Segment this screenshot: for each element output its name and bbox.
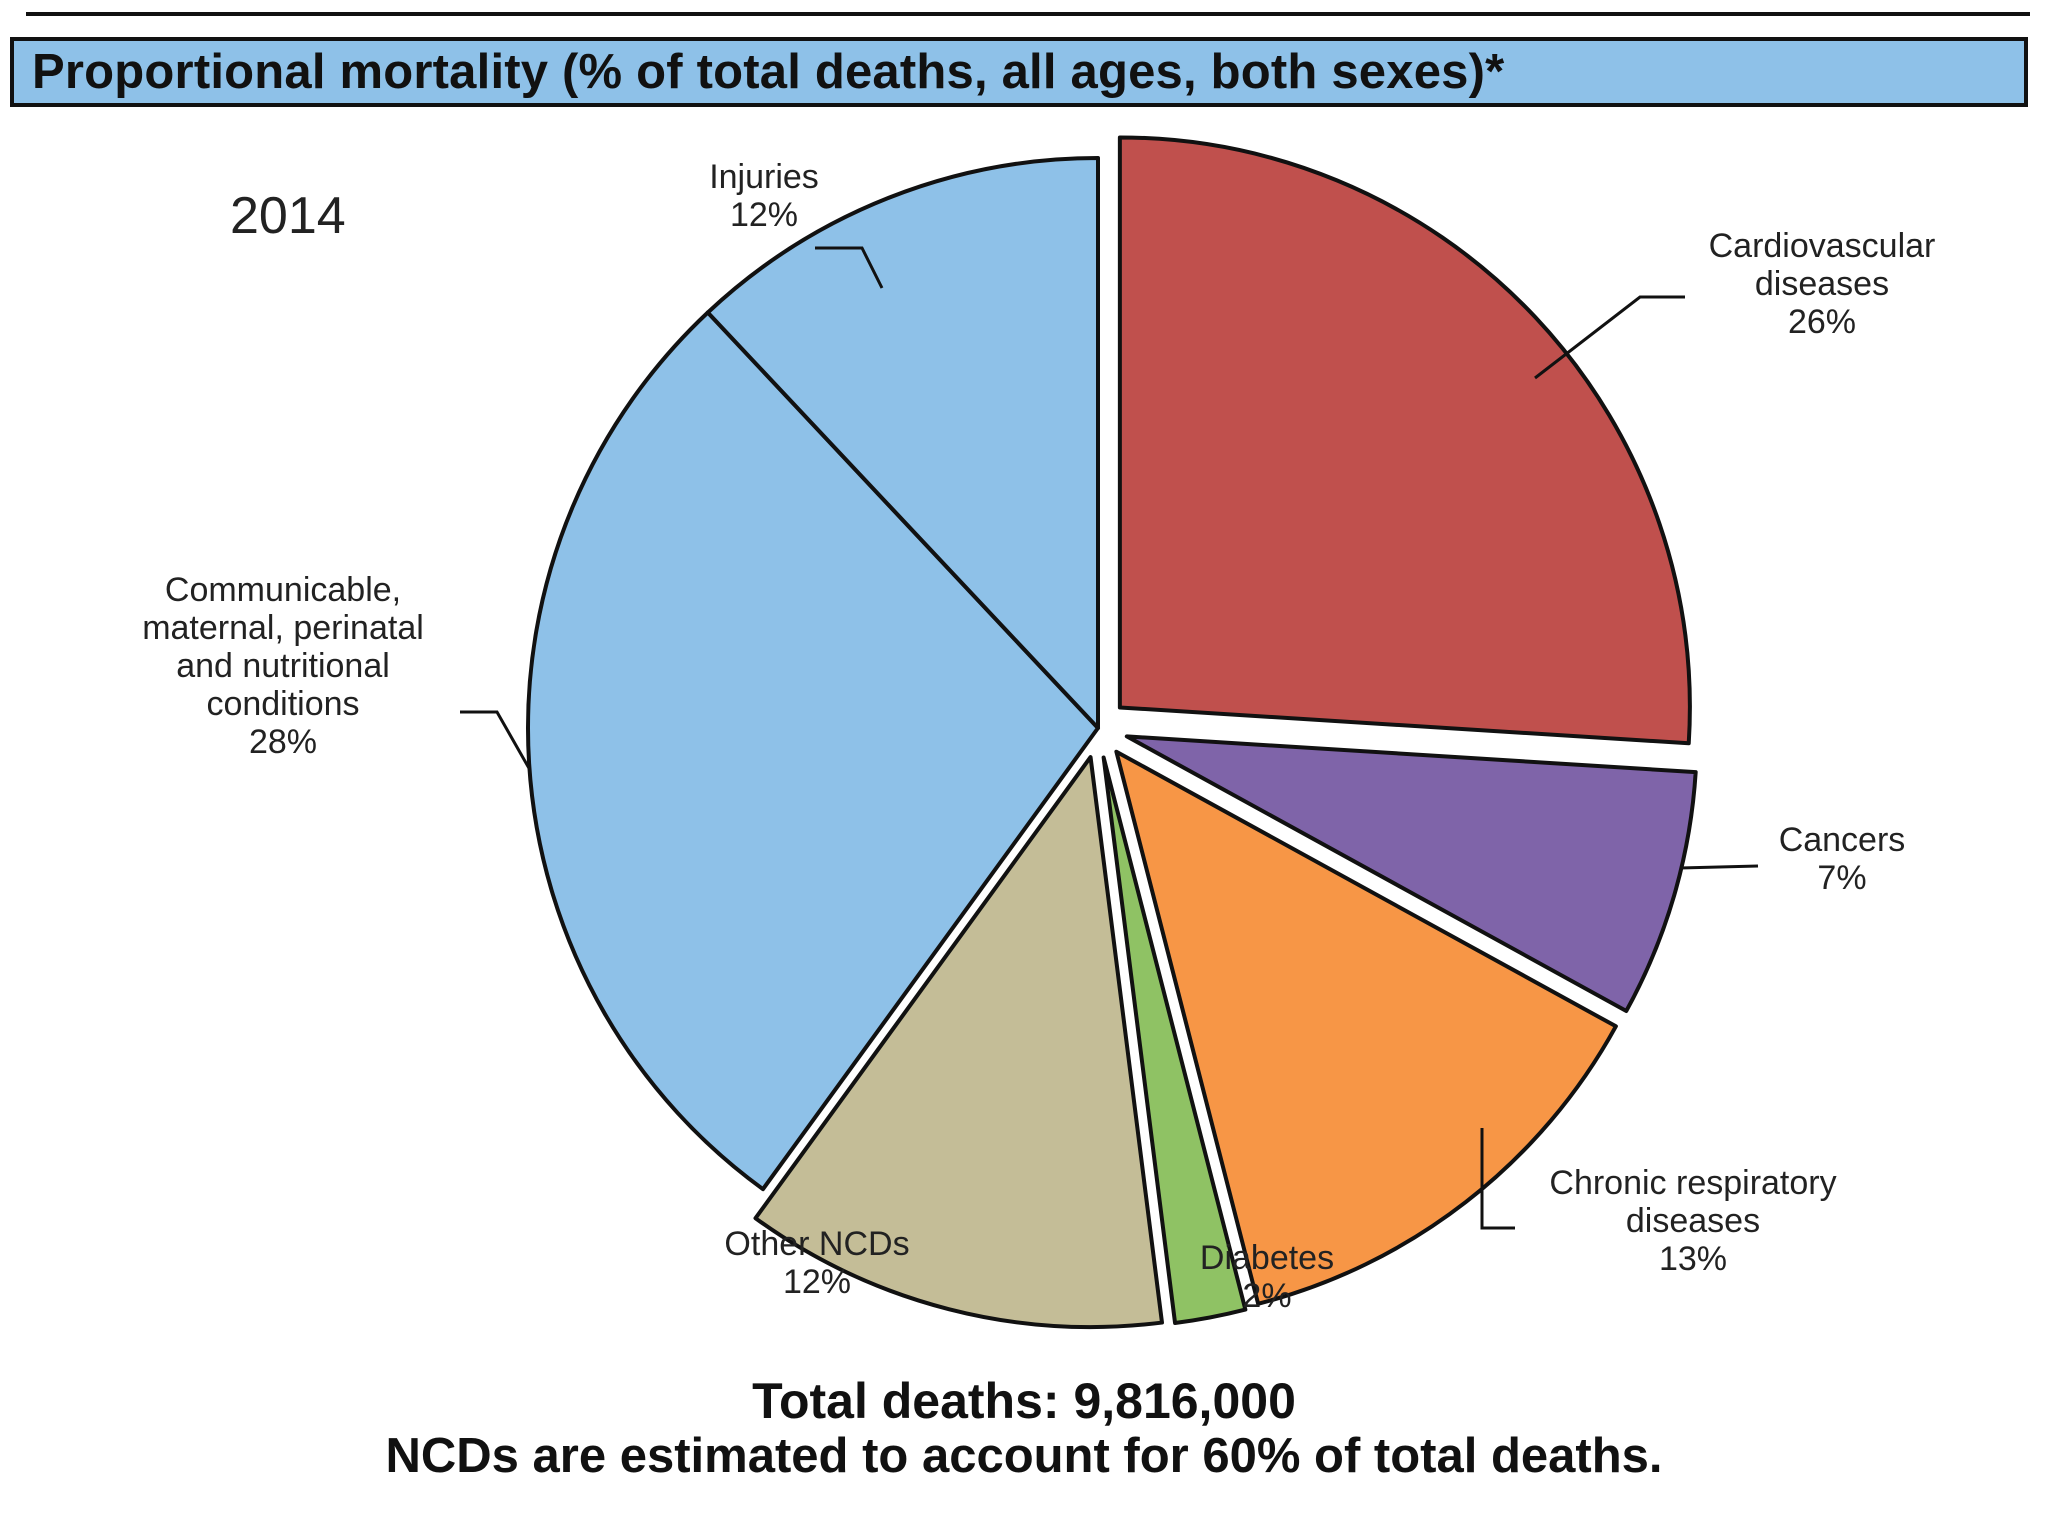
leader-line-injuries [815, 246, 884, 289]
slice-label-cardiovascular: Cardiovascular diseases 26% [1709, 227, 1936, 341]
slice-label-cancers: Cancers 7% [1779, 821, 1906, 897]
total-deaths-text: Total deaths: 9,816,000 [752, 1373, 1296, 1429]
leader-line-chronic-respiratory [1480, 1128, 1515, 1230]
chart-title-bar: Proportional mortality (% of total death… [10, 37, 2028, 107]
slice-label-line: 28% [249, 723, 317, 761]
pie-slice-diabetes [1101, 755, 1248, 1325]
leader-line-cancers [1679, 864, 1759, 870]
slice-label-line: 26% [1788, 303, 1856, 341]
pie-slice-cardiovascular [1117, 135, 1692, 746]
year-label: 2014 [230, 187, 346, 245]
slice-label-line: and nutritional [176, 647, 390, 685]
slice-label-chronic-respiratory: Chronic respiratory diseases 13% [1549, 1164, 1836, 1278]
slice-label-diabetes: Diabetes 2% [1200, 1239, 1334, 1315]
pie-slice-cancers [1124, 734, 1698, 1013]
slice-label-line: diseases [1626, 1202, 1760, 1240]
slice-label-communicable: Communicable, maternal, perinatal and nutr… [142, 571, 424, 761]
slice-label-line: Injuries [709, 158, 819, 196]
leader-line-cardiovascular [1534, 295, 1685, 380]
slice-label-line: Other NCDs [724, 1225, 909, 1263]
pie-slice-injuries [705, 156, 1100, 730]
slice-label-line: Chronic respiratory [1549, 1164, 1836, 1202]
slice-label-line: Cardiovascular [1709, 227, 1936, 265]
slice-label-injuries: Injuries 12% [709, 158, 819, 234]
slice-label-line: Cancers [1779, 821, 1906, 859]
slice-label-line: 2% [1242, 1277, 1291, 1315]
ncd-note-text: NCDs are estimated to account for 60% of… [385, 1429, 1663, 1483]
pie-slice-other-ncds [753, 755, 1164, 1330]
slice-label-other-ncds: Other NCDs 12% [724, 1225, 909, 1301]
slice-label-line: Communicable, [165, 571, 401, 609]
slice-label-line: 12% [783, 1263, 851, 1301]
chart-title: Proportional mortality (% of total death… [32, 45, 1505, 99]
slice-label-line: 12% [730, 196, 798, 234]
slice-label-line: 13% [1659, 1240, 1727, 1278]
pie-slice-communicable [526, 310, 1100, 1192]
pie-slice-chronic-respiratory [1114, 749, 1618, 1306]
slice-label-line: diseases [1755, 265, 1889, 303]
top-rule [26, 12, 2030, 16]
slice-label-line: Diabetes [1200, 1239, 1334, 1277]
slice-label-line: conditions [206, 685, 359, 723]
slice-label-line: maternal, perinatal [142, 609, 424, 647]
leader-line-communicable [460, 710, 532, 771]
slice-label-line: 7% [1817, 859, 1866, 897]
